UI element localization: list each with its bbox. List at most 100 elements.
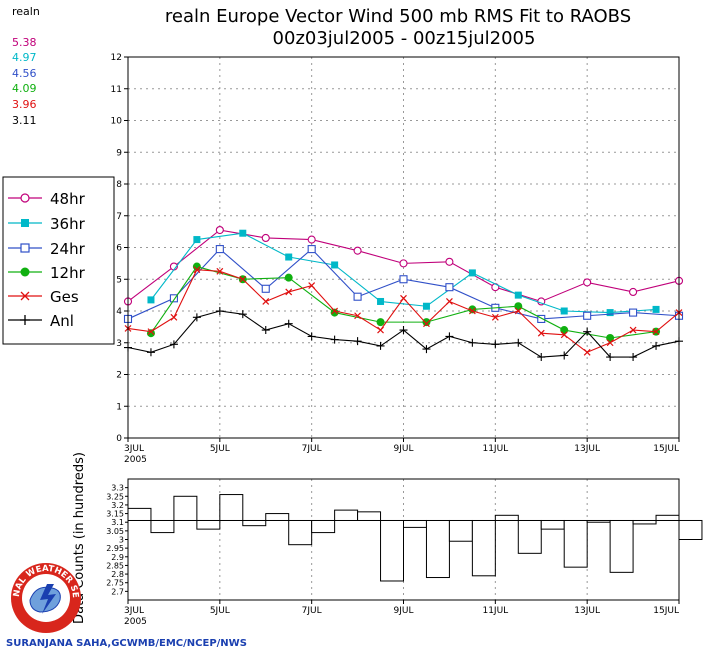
counts-y-tick-label: 2.8	[111, 570, 124, 579]
data-point-24hr	[169, 294, 178, 303]
x-tick-label: 15JUL	[653, 606, 679, 616]
y-tick-label: 1	[116, 402, 122, 412]
count-bar	[334, 509, 359, 521]
counts-y-tick-label: 3.2	[111, 501, 124, 510]
count-bar	[196, 519, 221, 530]
mean-values: realn 5.38 4.97 4.56 4.09 3.96 3.11	[12, 5, 40, 127]
data-point-ges	[262, 298, 270, 305]
data-point-anl	[353, 337, 362, 346]
data-point-ges	[491, 313, 499, 321]
data-point-36hr	[147, 296, 155, 304]
data-point-anl	[261, 326, 270, 335]
data-point-48hr	[261, 233, 270, 243]
y-tick-label: 10	[111, 117, 123, 127]
y-tick-label: 0	[116, 434, 122, 444]
data-point-36hr	[652, 305, 660, 313]
data-point-anl	[514, 338, 523, 347]
data-point-anl	[537, 353, 546, 362]
main-grid	[128, 57, 679, 438]
data-point-anl	[284, 319, 293, 328]
data-point-ges	[308, 282, 316, 290]
data-point-36hr	[468, 269, 476, 277]
x-tick-label: 9JUL	[394, 606, 414, 616]
data-point-ges	[537, 329, 545, 337]
counts-y-tick-label: 2.85	[106, 561, 124, 570]
count-bar	[425, 519, 450, 579]
data-point-ges	[629, 326, 637, 334]
data-point-36hr	[193, 236, 201, 244]
chart-title: realn Europe Vector Wind 500 mb RMS Fit …	[165, 6, 631, 27]
data-point-ges	[652, 328, 660, 336]
x-tick-label: 7JUL	[302, 444, 322, 454]
data-point-24hr	[307, 245, 316, 254]
data-point-anl	[491, 340, 500, 349]
count-bar	[609, 519, 634, 573]
count-bar	[403, 519, 427, 528]
count-bar	[357, 511, 382, 521]
mean-12hr: 4.09	[12, 82, 37, 95]
counts-y-tick-label: 3.15	[106, 510, 124, 519]
data-point-24hr	[583, 311, 592, 320]
data-point-ges	[193, 266, 201, 274]
data-point-12hr	[376, 318, 385, 327]
count-bar	[655, 514, 680, 521]
x-tick-year: 2005	[124, 455, 147, 465]
count-bar	[540, 519, 565, 530]
x-tick-label: 5JUL	[210, 606, 230, 616]
x-tick-label: 5JUL	[210, 444, 230, 454]
counts-y-tick-label: 3.25	[106, 492, 124, 501]
data-point-48hr	[445, 257, 454, 266]
data-point-36hr	[239, 229, 247, 237]
data-point-36hr	[606, 309, 614, 317]
x-tick-label: 11JUL	[482, 606, 508, 616]
data-point-24hr	[353, 292, 362, 301]
data-point-ges	[354, 312, 362, 320]
data-point-anl	[238, 310, 247, 319]
data-point-anl	[583, 327, 592, 336]
x-tick-label: 15JUL	[653, 444, 679, 454]
x-tick-label: 7JUL	[302, 606, 322, 616]
data-point-anl	[307, 332, 316, 341]
data-point-24hr	[215, 245, 224, 254]
count-bar	[311, 519, 336, 534]
data-point-ges	[560, 331, 568, 339]
counts-bars	[127, 494, 703, 582]
legend-item-36hr: 36hr	[8, 215, 86, 233]
mean-header: realn	[12, 5, 40, 18]
data-point-ges	[147, 328, 155, 336]
count-bar	[150, 519, 175, 534]
count-bar	[380, 519, 404, 582]
x-tick-label: 3JUL	[124, 444, 144, 454]
count-bar	[288, 519, 313, 546]
y-tick-label: 3	[116, 339, 122, 349]
counts-y-tick-label: 3	[119, 536, 124, 545]
counts-y-tick-label: 2.75	[106, 579, 124, 588]
x-tick-label: 11JUL	[482, 444, 508, 454]
data-point-48hr	[353, 246, 362, 255]
data-point-36hr	[377, 297, 385, 305]
data-point-24hr	[537, 314, 546, 323]
x-tick-label: 3JUL	[124, 606, 144, 616]
data-point-48hr	[583, 278, 592, 287]
y-tick-label: 8	[116, 180, 122, 190]
data-point-12hr	[330, 308, 339, 317]
count-bar	[173, 495, 198, 521]
count-bar	[471, 519, 496, 577]
data-point-ges	[445, 298, 453, 305]
mean-ges: 3.96	[12, 98, 37, 111]
data-point-24hr	[399, 275, 408, 284]
credit-line: SURANJANA SAHA,GCWMB/EMC/NCEP/NWS	[6, 638, 247, 649]
data-point-36hr	[331, 261, 339, 269]
data-point-anl	[169, 340, 178, 349]
svg-text:36hr: 36hr	[50, 215, 86, 233]
counts-y-tick-label: 3.05	[106, 527, 124, 536]
svg-text:48hr: 48hr	[50, 190, 86, 208]
data-point-24hr	[445, 283, 454, 292]
data-point-48hr	[629, 287, 638, 297]
data-point-anl	[445, 332, 454, 341]
data-point-ges	[285, 288, 293, 296]
